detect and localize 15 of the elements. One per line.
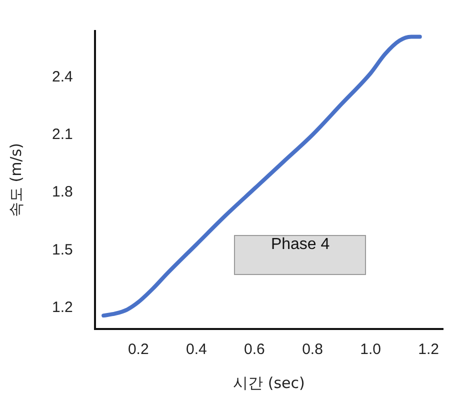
line-series [102, 34, 422, 318]
y-tick-label: 1.2 [52, 298, 73, 316]
y-tick-label: 1.8 [52, 184, 73, 201]
y-axis-title: 속도 (m/s) [6, 143, 25, 217]
x-tick-label: 0.4 [186, 341, 207, 358]
label-box: Phase 4 [234, 234, 366, 274]
x-tick-label: 0.2 [128, 341, 149, 358]
y-tick-label: 1.5 [52, 241, 73, 258]
y-tick-label: 2.1 [52, 126, 73, 143]
x-tick-label: 1.0 [360, 341, 381, 358]
x-tick-label: 0.8 [302, 341, 323, 358]
y-tick-label: 2.4 [52, 68, 73, 86]
x-tick-label: 1.2 [418, 341, 440, 358]
x-tick-label: 0.6 [244, 341, 265, 358]
x-axis-title: 시간 (sec) [233, 374, 305, 392]
